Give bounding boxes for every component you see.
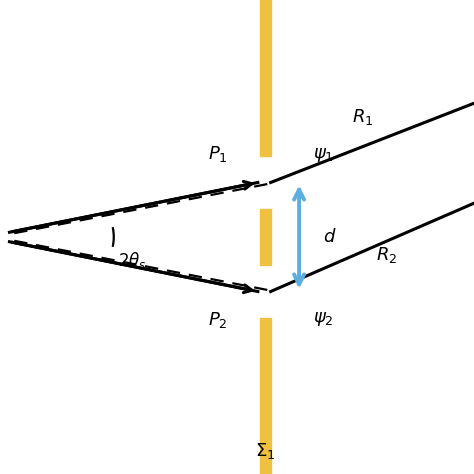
- Text: $\Sigma_1$: $\Sigma_1$: [255, 441, 276, 461]
- Text: $2\theta_s$: $2\theta_s$: [118, 250, 147, 271]
- Text: $\psi_2$: $\psi_2$: [313, 310, 334, 328]
- Text: $\psi_1$: $\psi_1$: [313, 146, 334, 164]
- Text: $R_1$: $R_1$: [352, 107, 374, 127]
- Text: $P_2$: $P_2$: [208, 310, 228, 330]
- Text: $d$: $d$: [323, 228, 336, 246]
- Text: $R_2$: $R_2$: [376, 245, 397, 264]
- Text: $P_1$: $P_1$: [208, 144, 228, 164]
